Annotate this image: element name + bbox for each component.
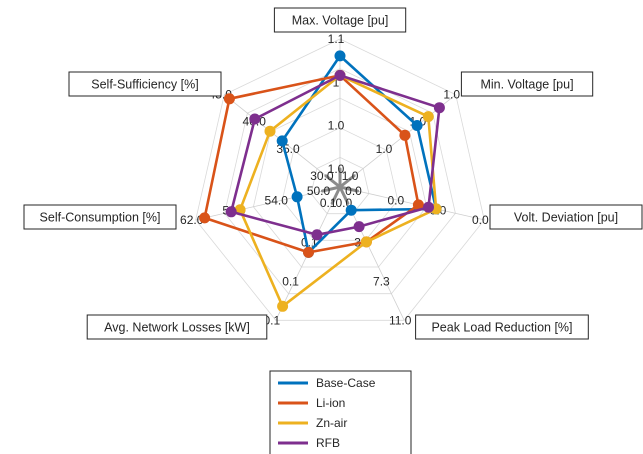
tick-label: 0.1	[282, 274, 299, 288]
axis-label-box	[86, 314, 268, 340]
axis-label-box	[273, 7, 407, 33]
axis-label-box	[23, 204, 177, 230]
data-point-rfb	[433, 102, 445, 114]
tick-label: 30.0	[310, 169, 334, 183]
data-point-li-ion	[399, 129, 411, 141]
axis-label-text: Min. Voltage [pu]	[480, 78, 573, 92]
series-line-li-ion	[203, 74, 420, 254]
grid-ring	[281, 127, 399, 241]
tick-label: 62.0	[180, 213, 204, 227]
data-point-li-ion	[412, 199, 424, 211]
axis-label-text: Self-Sufficiency [%]	[91, 78, 198, 92]
data-point-base-case	[291, 191, 303, 203]
axis-spoke	[195, 186, 341, 221]
tick-label: 0.0	[387, 194, 404, 208]
data-point-li-ion	[199, 212, 211, 224]
data-point-base-case	[345, 204, 357, 216]
tick-label: 1.1	[328, 32, 345, 46]
axis-label-text: Self-Consumption [%]	[40, 211, 161, 225]
data-point-zn-air	[264, 125, 276, 137]
tick-label: 1	[333, 75, 340, 89]
center-spoke	[338, 185, 350, 205]
center-spoke	[324, 174, 342, 189]
center-spoke	[338, 174, 356, 189]
data-point-base-case	[411, 120, 423, 131]
data-point-rfb	[225, 206, 237, 218]
axis-label-avg-network-losses-kw: Avg. Network Losses [kW]	[86, 314, 268, 340]
tick-label: 1.0	[342, 169, 359, 183]
tick-label: 1.0	[376, 142, 393, 156]
center-spoke	[330, 185, 342, 205]
axis-label-min-voltage-pu: Min. Voltage [pu]	[460, 71, 594, 97]
data-point-rfb	[353, 221, 365, 233]
data-point-base-case	[276, 135, 288, 147]
axis-label-text: Volt. Deviation [pu]	[514, 211, 618, 225]
tick-label: 0.1	[320, 196, 337, 210]
tick-label: 1.0	[443, 88, 460, 102]
data-point-base-case	[334, 50, 346, 62]
data-point-rfb	[249, 113, 261, 125]
grid-ring	[252, 97, 428, 268]
axis-label-box	[68, 71, 222, 97]
legend-label-base-case: Base-Case	[316, 376, 376, 390]
data-point-li-ion	[223, 93, 235, 105]
tick-label: 54.0	[265, 194, 289, 208]
data-point-rfb	[311, 229, 323, 241]
axis-label-box	[460, 71, 594, 97]
chart-legend: Base-Case Li-ion Zn-air RFB	[269, 370, 412, 454]
axis-label-box	[415, 314, 589, 340]
legend-label-li-ion: Li-ion	[316, 396, 345, 410]
data-point-li-ion	[303, 246, 314, 258]
axis-label-text: Avg. Network Losses [kW]	[104, 321, 250, 335]
tick-label: 0.0	[345, 184, 362, 198]
tick-label: 7.3	[373, 274, 390, 288]
legend-box	[269, 370, 412, 454]
legend-label-rfb: RFB	[316, 436, 340, 450]
data-point-zn-air	[277, 300, 289, 312]
axis-label-peak-load-reduction: Peak Load Reduction [%]	[415, 314, 589, 340]
axis-label-box	[489, 204, 643, 230]
tick-label: 1.0	[328, 162, 345, 176]
radar-series	[199, 50, 445, 312]
axis-label-max-voltage-pu: Max. Voltage [pu]	[273, 7, 407, 33]
grid-ring	[310, 156, 370, 215]
tick-label: 0.0	[472, 213, 489, 227]
axis-label-text: Max. Voltage [pu]	[292, 14, 389, 28]
tick-label: 0.1	[263, 313, 280, 327]
tick-label: 1.0	[328, 119, 345, 133]
series-line-rfb	[229, 74, 441, 237]
center-spoke	[321, 185, 342, 193]
center-spoke	[338, 185, 359, 193]
axis-label-text: Peak Load Reduction [%]	[431, 321, 572, 335]
data-point-zn-air	[422, 111, 434, 123]
axis-label-volt-deviation-pu: Volt. Deviation [pu]	[489, 204, 643, 230]
grid-ring	[195, 38, 485, 321]
legend-label-zn-air: Zn-air	[316, 416, 347, 430]
series-line-zn-air	[238, 74, 438, 308]
axis-spoke	[339, 186, 485, 221]
axis-label-self-consumption: Self-Consumption [%]	[23, 204, 177, 230]
tick-label: 50.0	[307, 184, 331, 198]
data-point-zn-air	[360, 236, 372, 248]
data-point-rfb	[334, 69, 346, 81]
axis-label-self-sufficiency: Self-Sufficiency [%]	[68, 71, 222, 97]
data-point-rfb	[423, 201, 434, 213]
radar-axis-labels: Max. Voltage [pu] Min. Voltage [pu] Volt. …	[23, 7, 643, 340]
tick-label: 11.0	[389, 313, 412, 327]
